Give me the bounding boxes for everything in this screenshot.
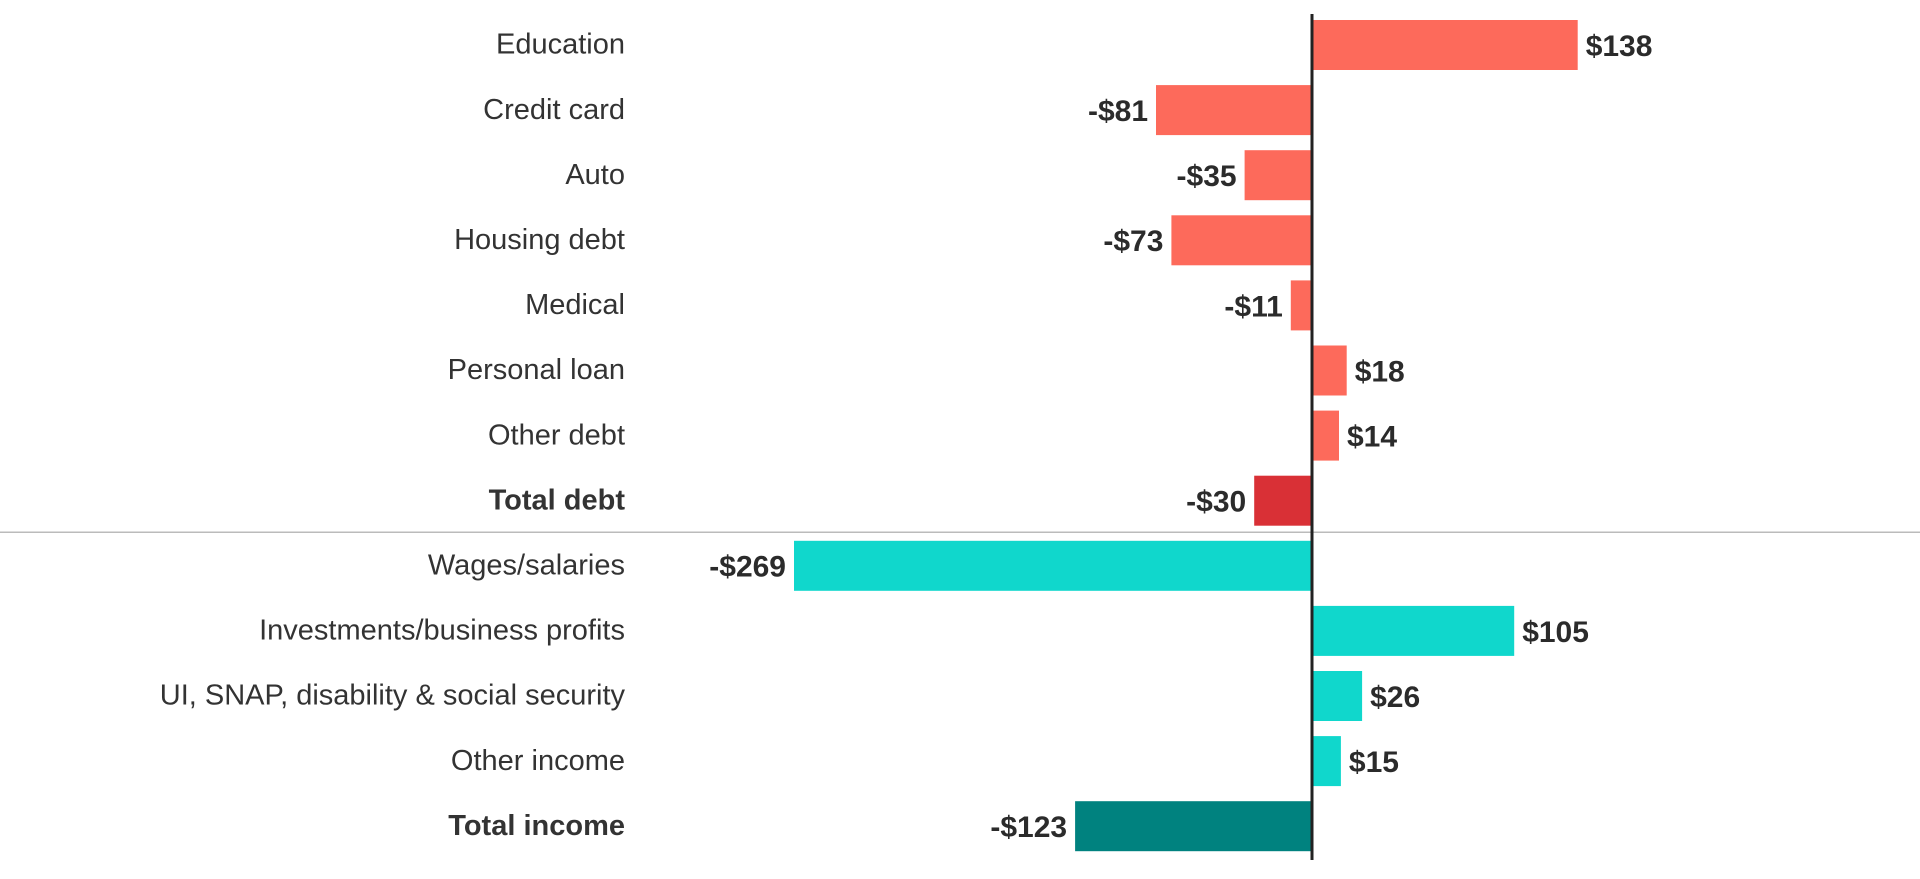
- bar-auto: [1244, 150, 1312, 201]
- category-label: Total debt: [489, 484, 626, 516]
- bar-total-debt: [1254, 475, 1312, 526]
- bar-total-income: [1075, 801, 1312, 852]
- value-label: -$269: [709, 551, 786, 584]
- category-label: Other debt: [488, 419, 625, 451]
- bar-education: [1312, 20, 1578, 70]
- value-label: $138: [1586, 30, 1653, 63]
- bar-medical: [1290, 280, 1312, 331]
- value-label: -$11: [1224, 290, 1282, 323]
- category-label: Total income: [448, 810, 625, 842]
- category-label: Investments/business profits: [259, 615, 625, 647]
- value-label: -$123: [990, 811, 1067, 844]
- value-label: $26: [1370, 681, 1420, 714]
- bar-wages-salaries: [794, 540, 1312, 591]
- bar-ui-snap-disability-social-security: [1312, 671, 1363, 721]
- value-label: $15: [1349, 746, 1399, 779]
- bar-housing-debt: [1171, 215, 1312, 266]
- category-label: Credit card: [483, 94, 625, 126]
- bar-personal-loan: [1312, 345, 1347, 396]
- value-label: -$30: [1186, 486, 1246, 519]
- category-label: Medical: [525, 289, 625, 321]
- value-label: -$81: [1088, 95, 1148, 128]
- value-label: $18: [1355, 355, 1405, 388]
- category-label: Education: [496, 29, 625, 61]
- value-label: -$73: [1103, 225, 1163, 258]
- bar-credit-card: [1156, 85, 1312, 136]
- category-label: Other income: [451, 745, 625, 777]
- category-label: Housing debt: [454, 224, 625, 256]
- category-label: Wages/salaries: [428, 549, 625, 581]
- bar-investments-business-profits: [1312, 605, 1515, 656]
- bar-other-debt: [1312, 410, 1339, 461]
- value-label: $105: [1522, 616, 1589, 649]
- value-label: -$35: [1177, 160, 1237, 193]
- category-label: Auto: [565, 159, 625, 191]
- category-label: UI, SNAP, disability & social security: [160, 680, 626, 712]
- bar-other-income: [1312, 736, 1341, 787]
- category-label: Personal loan: [448, 354, 625, 386]
- value-label: $14: [1347, 421, 1397, 454]
